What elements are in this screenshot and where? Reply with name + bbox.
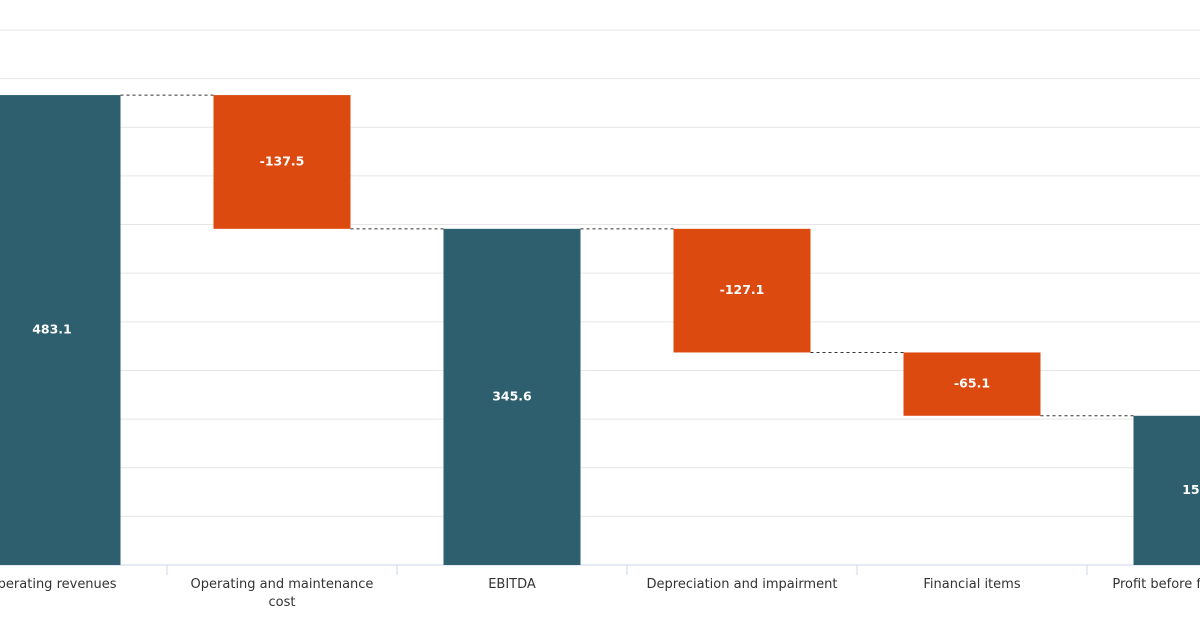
- value-label: -137.5: [260, 153, 305, 168]
- bar: [903, 352, 1041, 416]
- value-label: 153.4: [1182, 482, 1200, 497]
- value-label: -65.1: [954, 376, 990, 391]
- bar: [0, 95, 121, 566]
- bar: [673, 228, 811, 353]
- x-tick-label: Operating revenues: [0, 577, 117, 592]
- x-tick-label: EBITDA: [488, 577, 536, 592]
- bar: [443, 228, 581, 566]
- x-tick-label: Financial items: [923, 577, 1020, 592]
- x-tick-label: Profit before financial items: [1112, 577, 1200, 592]
- x-tick-label: Operating and maintenance cost: [191, 577, 374, 610]
- value-label: 345.6: [492, 388, 532, 403]
- value-label: 483.1: [32, 322, 72, 337]
- bar: [1133, 415, 1200, 565]
- bar: [213, 95, 351, 229]
- x-tick-label: Depreciation and impairment: [647, 577, 838, 592]
- value-label: -127.1: [720, 282, 765, 297]
